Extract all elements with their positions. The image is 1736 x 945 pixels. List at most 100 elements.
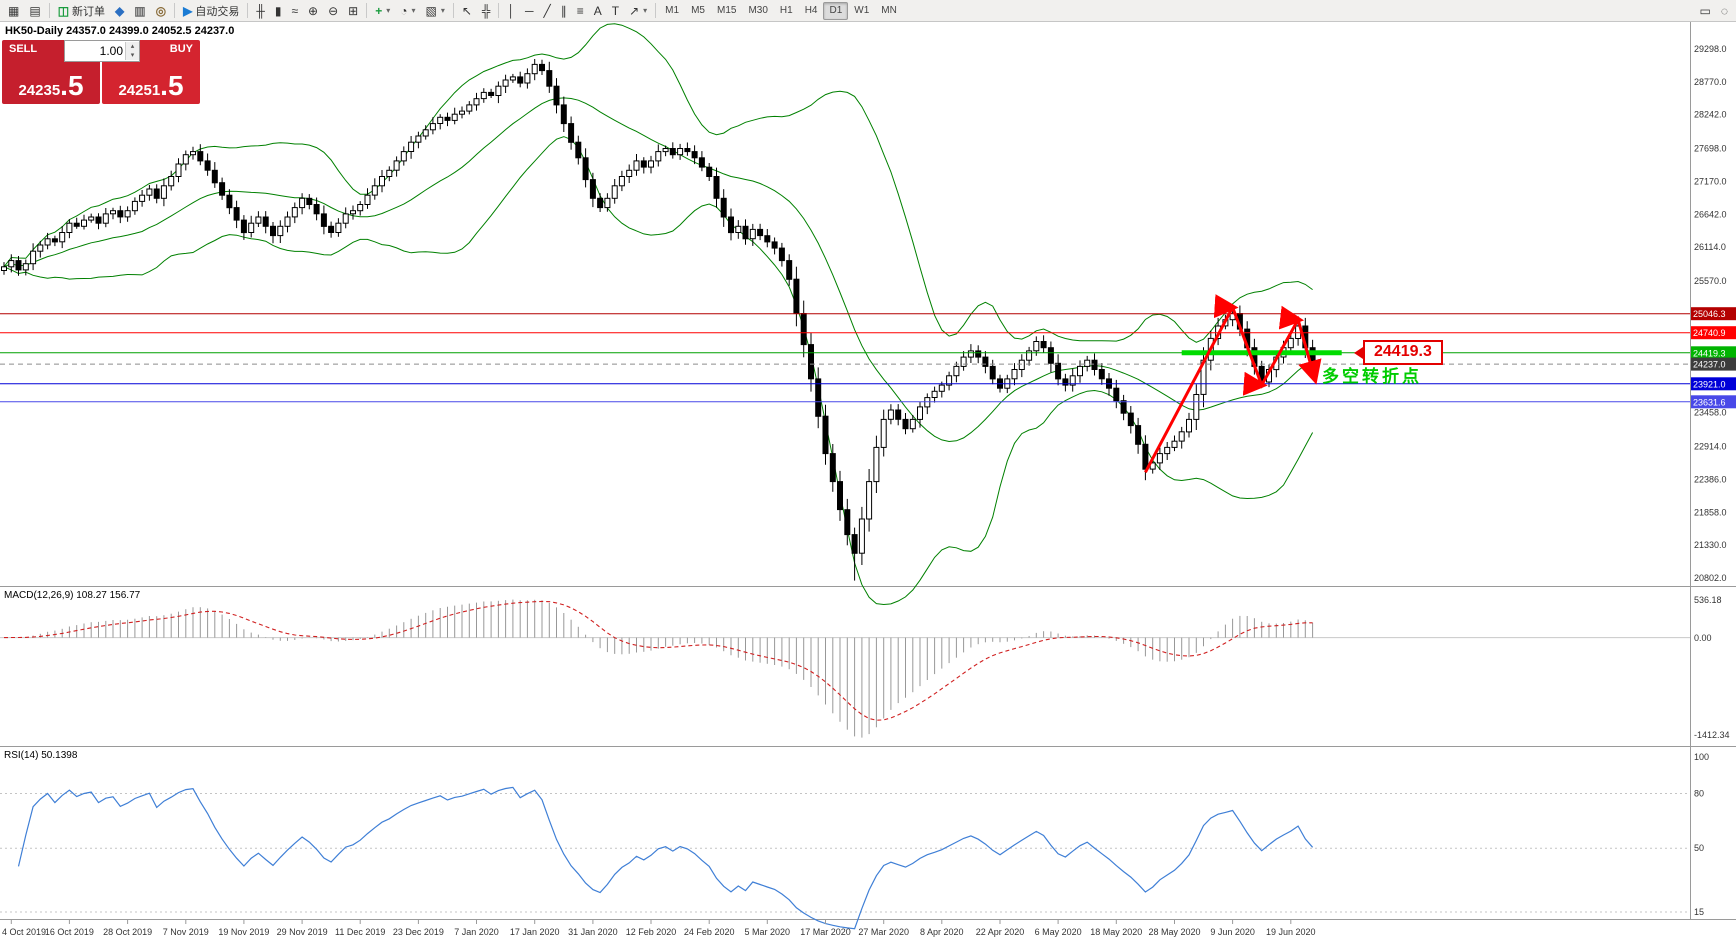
svg-text:4 Oct 2019: 4 Oct 2019 <box>2 927 46 937</box>
text-label-icon: T <box>611 3 620 18</box>
rsi-indicator-label: RSI(14) 50.1398 <box>4 750 78 761</box>
svg-text:5 Mar 2020: 5 Mar 2020 <box>745 927 791 937</box>
svg-text:19 Jun 2020: 19 Jun 2020 <box>1266 927 1316 937</box>
volume-increase-button[interactable]: ▴ <box>126 42 139 51</box>
svg-text:28770.0: 28770.0 <box>1694 77 1727 87</box>
timeframe-m5-button[interactable]: M5 <box>691 5 705 16</box>
toolbar-separator <box>452 3 454 18</box>
trendline-button[interactable]: ╱ <box>538 1 555 21</box>
horizontal-line-button[interactable]: ─ <box>520 1 539 21</box>
svg-text:9 Jun 2020: 9 Jun 2020 <box>1210 927 1255 937</box>
pane-separators[interactable] <box>0 22 1736 920</box>
chevron-down-icon: ▾ <box>411 6 416 15</box>
fibonacci-icon: ≡ <box>576 3 584 18</box>
svg-text:28 Oct 2019: 28 Oct 2019 <box>103 927 152 937</box>
vertical-line-button[interactable]: │ <box>502 1 520 21</box>
svg-text:22914.0: 22914.0 <box>1694 442 1727 452</box>
toolbar-separator <box>48 3 50 18</box>
indicators-button[interactable]: + ▾ <box>370 1 395 21</box>
data-window-button[interactable]: ▥ <box>129 1 150 21</box>
bar-chart-button[interactable]: ╫ <box>251 1 270 21</box>
svg-text:17 Jan 2020: 17 Jan 2020 <box>510 927 560 937</box>
fibonacci-button[interactable]: ≡ <box>572 1 589 21</box>
svg-text:100: 100 <box>1694 752 1709 762</box>
svg-text:29298.0: 29298.0 <box>1694 44 1727 54</box>
autotrade-button[interactable]: ▶ 自动交易 <box>178 1 244 21</box>
svg-text:28242.0: 28242.0 <box>1694 110 1727 120</box>
one-click-trading-panel: SELL 24235.5 BUY 24251.5 ▴ ▾ <box>2 40 200 104</box>
trend-zigzag-arrows[interactable] <box>1144 294 1322 474</box>
object-tool-button[interactable]: ◌ <box>1716 1 1733 21</box>
svg-text:50: 50 <box>1694 843 1704 853</box>
price-alert-annotation[interactable]: 24419.3 <box>1354 340 1443 365</box>
new-chart-button[interactable]: ▦ <box>3 1 24 21</box>
market-watch-button[interactable]: ◆ <box>110 1 129 21</box>
tile-windows-button[interactable]: ⊞ <box>343 1 363 21</box>
svg-text:11 Dec 2019: 11 Dec 2019 <box>335 927 385 937</box>
crosshair-button[interactable]: ╬ <box>477 1 496 21</box>
indicators-icon: + <box>375 3 383 18</box>
zoom-out-button[interactable]: ⊖ <box>323 1 343 21</box>
periods-icon: ◔ <box>400 3 408 18</box>
svg-text:15: 15 <box>1694 907 1704 917</box>
timeframe-d1-button[interactable]: D1 <box>823 1 849 20</box>
sell-label: SELL <box>9 43 38 55</box>
timeframe-m1-button[interactable]: M1 <box>665 5 680 16</box>
price-axis[interactable]: 29298.0 28770.0 28242.0 27698.0 27170.0 26642… <box>1691 44 1736 583</box>
svg-text:536.18: 536.18 <box>1694 595 1722 605</box>
line-chart-button[interactable]: ≈ <box>286 1 303 21</box>
svg-text:8 Apr 2020: 8 Apr 2020 <box>920 927 964 937</box>
new-chart-icon: ▦ <box>8 3 20 18</box>
macd-pane[interactable]: 536.18 0.00 -1412.34 <box>0 595 1730 740</box>
svg-text:22386.0: 22386.0 <box>1694 474 1727 484</box>
chart-canvas[interactable]: 29298.0 28770.0 28242.0 27698.0 27170.0 26642… <box>0 22 1736 945</box>
window-tool-button[interactable]: ▭ <box>1695 1 1716 21</box>
templates-button[interactable]: ▧ ▾ <box>421 1 450 21</box>
svg-text:29 Nov 2019: 29 Nov 2019 <box>277 927 328 937</box>
timeframe-h1-button[interactable]: H1 <box>779 5 793 16</box>
candles-layer[interactable] <box>1 59 1316 581</box>
turning-point-label[interactable]: 多空转折点 <box>1322 367 1422 386</box>
timeframe-m30-button[interactable]: M30 <box>748 5 768 16</box>
equidistant-channel-button[interactable]: ∥ <box>556 1 572 21</box>
svg-text:27 Mar 2020: 27 Mar 2020 <box>858 927 909 937</box>
macd-indicator-label: MACD(12,26,9) 108.27 156.77 <box>4 590 141 601</box>
new-order-button[interactable]: ◫ 新订单 <box>53 1 110 21</box>
strategy-tester-button[interactable]: ◎ <box>151 1 171 21</box>
svg-text:22 Apr 2020: 22 Apr 2020 <box>976 927 1025 937</box>
text-label-button[interactable]: T <box>607 1 624 21</box>
window-tool-icon: ▭ <box>1699 3 1711 18</box>
timeframe-m15-button[interactable]: M15 <box>716 5 737 16</box>
candlestick-chart-icon: ▮ <box>274 3 282 18</box>
periods-button[interactable]: ◔ ▾ <box>395 1 420 21</box>
toolbar-separator <box>247 3 249 18</box>
svg-text:24419.3: 24419.3 <box>1693 348 1726 358</box>
svg-text:23458.0: 23458.0 <box>1694 408 1727 418</box>
svg-text:80: 80 <box>1694 788 1704 798</box>
timeframe-w1-button[interactable]: W1 <box>854 5 870 16</box>
cursor-button[interactable]: ↖ <box>457 1 477 21</box>
svg-text:20802.0: 20802.0 <box>1694 573 1727 583</box>
zoom-in-button[interactable]: ⊕ <box>303 1 323 21</box>
svg-text:19 Nov 2019: 19 Nov 2019 <box>218 927 269 937</box>
volume-decrease-button[interactable]: ▾ <box>126 51 139 60</box>
svg-text:7 Jan 2020: 7 Jan 2020 <box>454 927 499 937</box>
svg-text:-1412.34: -1412.34 <box>1694 730 1730 740</box>
autotrade-label: 自动交易 <box>195 5 240 18</box>
volume-input[interactable] <box>65 43 125 59</box>
text-button[interactable]: A <box>589 1 607 21</box>
timeframe-mn-button[interactable]: MN <box>881 5 897 16</box>
arrows-button[interactable]: ↗ ▾ <box>624 1 652 21</box>
candlestick-chart-button[interactable]: ▮ <box>270 1 287 21</box>
trendline-icon: ╱ <box>543 3 551 18</box>
svg-text:23 Dec 2019: 23 Dec 2019 <box>393 927 444 937</box>
profiles-button[interactable]: ▤ <box>24 1 45 21</box>
vertical-line-icon: │ <box>507 3 515 18</box>
rsi-pane[interactable]: 100 80 50 15 <box>0 752 1709 930</box>
line-chart-icon: ≈ <box>291 3 299 18</box>
svg-text:24 Feb 2020: 24 Feb 2020 <box>684 927 735 937</box>
timeframe-h4-button[interactable]: H4 <box>804 5 818 16</box>
svg-text:21330.0: 21330.0 <box>1694 540 1727 550</box>
templates-icon: ▧ <box>425 3 437 18</box>
